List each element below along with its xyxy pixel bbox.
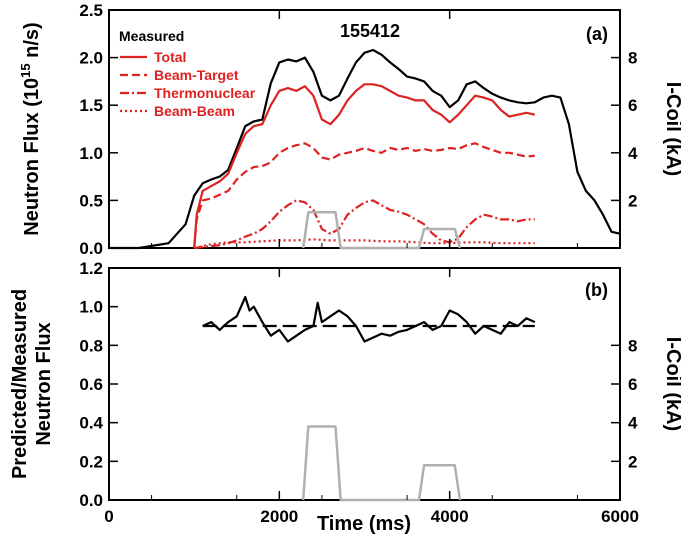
legend-label: Thermonuclear (154, 85, 256, 101)
x-tick-label: 6000 (601, 507, 639, 526)
panel-b-frame (108, 267, 621, 501)
y-tick-label: 0.8 (79, 336, 103, 355)
y2-tick-label: 2 (628, 191, 637, 210)
y2-tick-label: 8 (628, 336, 637, 355)
series-line-i-coil (301, 425, 462, 502)
x-tick-label: 2000 (260, 507, 298, 526)
ylabel-line-1: Predicted/Measured (9, 289, 31, 479)
series-line-measured (109, 48, 621, 250)
y-tick-label: 2.5 (79, 1, 103, 20)
y-tick-label: 0.0 (79, 239, 103, 258)
panel-b: 0 2000 4000 6000 0.0 0.2 0.4 0.6 0.8 1.0 1.2 2 4 6 8 (… (9, 259, 681, 535)
series-line-beam-beam (193, 238, 535, 250)
y2-tick-label: 8 (628, 49, 637, 68)
panel-a-y-axis-title: Neutron Flux (1015 n/s) (18, 22, 43, 235)
ylabel-exponent: 15 (18, 63, 33, 77)
y-tick-label: 1.0 (79, 144, 103, 163)
x-axis-title: Time (ms) (317, 513, 411, 535)
panel-b-label: (b) (585, 280, 608, 300)
y-tick-label: 1.2 (79, 259, 103, 278)
y-tick-label: 2.0 (79, 49, 103, 68)
panel-a-legend: Measured Total Beam-Target Thermonuclear Bea… (119, 28, 256, 119)
y2-tick-label: 2 (628, 452, 637, 471)
y-tick-label: 1.5 (79, 96, 103, 115)
panel-a-ticks: 0.0 0.5 1.0 1.5 2.0 2.5 2 4 6 8 (79, 1, 638, 258)
panel-b-y-axis-title: Predicted/Measured Neutron Flux (9, 289, 55, 479)
panel-a-y2-axis-title: I-Coil (kA) (662, 82, 681, 176)
legend-label: Beam-Target (154, 67, 239, 83)
y-tick-label: 0.2 (79, 452, 103, 471)
series-line-series-0 (202, 295, 536, 343)
y-tick-label: 0.5 (79, 191, 103, 210)
y2-tick-label: 4 (628, 414, 638, 433)
x-tick-label: 0 (104, 507, 113, 526)
ylabel-main: Neutron Flux (10 (21, 78, 43, 236)
panel-b-ticks: 0 2000 4000 6000 0.0 0.2 0.4 0.6 0.8 1.0 1.2 2 4 6 8 (79, 259, 639, 526)
ylabel-unit: n/s) (21, 22, 43, 63)
y2-tick-label: 6 (628, 375, 637, 394)
y-tick-label: 0.4 (79, 414, 103, 433)
y-tick-label: 0.0 (79, 491, 103, 510)
y2-tick-label: 4 (628, 144, 638, 163)
series-line-beam-target (193, 142, 535, 249)
y-tick-label: 1.0 (79, 298, 103, 317)
panel-a-frame (108, 9, 621, 249)
series-line-thermonuclear (194, 199, 535, 250)
legend-label: Total (154, 49, 186, 65)
legend-title: Measured (119, 28, 184, 44)
panel-b-plot (202, 295, 536, 502)
ylabel-line-2: Neutron Flux (33, 322, 55, 445)
panel-a-plot (109, 48, 621, 250)
y-tick-label: 0.6 (79, 375, 103, 394)
panel-a-label: (a) (586, 24, 608, 44)
panel-a-shot-number: 155412 (340, 21, 400, 41)
panel-a: 0.0 0.5 1.0 1.5 2.0 2.5 2 4 6 8 155412 (a) Measur… (18, 1, 681, 258)
legend-label: Beam-Beam (154, 103, 235, 119)
series-line-i-coil (301, 211, 462, 250)
x-tick-label: 4000 (431, 507, 469, 526)
y2-tick-label: 6 (628, 96, 637, 115)
panel-b-y2-axis-title: I-Coil (kA) (662, 337, 681, 431)
series-line-total (193, 83, 536, 249)
